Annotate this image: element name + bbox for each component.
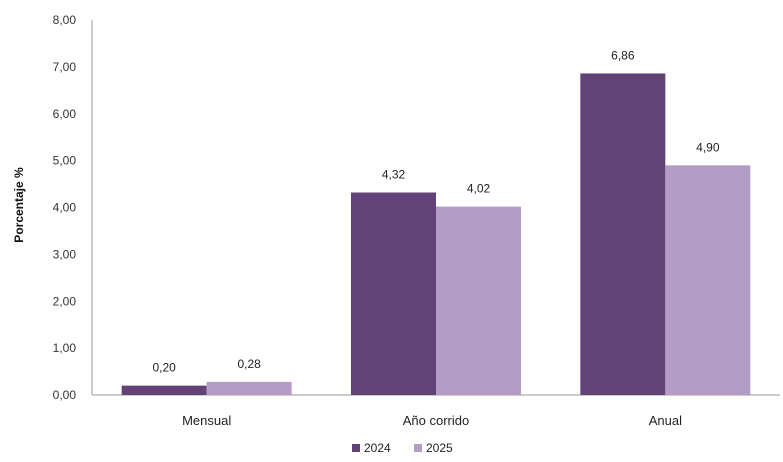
y-tick-label: 1,00 [53, 341, 77, 355]
data-label: 4,02 [467, 182, 491, 196]
bars [121, 73, 751, 395]
y-tick-label: 5,00 [53, 154, 77, 168]
category-label: Año corrido [403, 413, 469, 428]
y-axis-title: Porcentaje % [12, 167, 26, 243]
y-tick-labels: 0,00 1,00 2,00 3,00 4,00 5,00 6,00 7,00 8,00 [53, 13, 77, 402]
legend-label: 2025 [426, 441, 453, 455]
bar-2025-1 [206, 381, 292, 395]
data-label: 0,20 [152, 361, 176, 375]
y-tick-label: 6,00 [53, 107, 77, 121]
category-labels: Mensual Año corrido Anual [182, 413, 682, 428]
legend: 2024 2025 [352, 441, 453, 455]
data-label: 6,86 [611, 48, 635, 62]
category-label: Mensual [182, 413, 231, 428]
legend-swatch-2024 [352, 444, 360, 452]
y-tick-label: 4,00 [53, 201, 77, 215]
legend-swatch-2025 [414, 444, 422, 452]
y-axis-title-group: Porcentaje % [12, 167, 26, 243]
legend-label: 2024 [364, 441, 391, 455]
y-tick-label: 3,00 [53, 247, 77, 261]
data-labels: 0,20 0,28 4,32 4,02 6,86 4,90 [152, 48, 719, 374]
data-label: 4,32 [382, 168, 406, 182]
bar-2025-3 [665, 165, 751, 395]
bar-2024-3 [580, 73, 666, 395]
y-tick-label: 0,00 [53, 388, 77, 402]
y-tick-label: 2,00 [53, 294, 77, 308]
data-label: 4,90 [696, 140, 720, 154]
bar-2024-1 [121, 385, 207, 395]
bar-2025-2 [436, 206, 521, 395]
data-label: 0,28 [237, 357, 261, 371]
y-tick-label: 7,00 [53, 60, 77, 74]
category-label: Anual [649, 413, 682, 428]
y-tick-label: 8,00 [53, 13, 77, 27]
bar-2024-2 [351, 192, 436, 395]
